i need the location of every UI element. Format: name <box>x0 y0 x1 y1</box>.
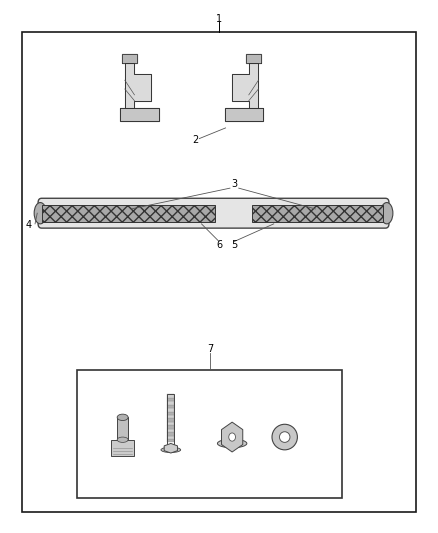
Bar <box>77 370 342 498</box>
Polygon shape <box>122 54 137 62</box>
Polygon shape <box>222 422 243 452</box>
Bar <box>167 435 174 439</box>
Bar <box>167 394 174 445</box>
Text: 1: 1 <box>216 14 222 23</box>
Ellipse shape <box>272 424 297 450</box>
Text: 2: 2 <box>192 135 198 144</box>
Polygon shape <box>225 108 263 121</box>
Text: 6: 6 <box>216 240 222 250</box>
Ellipse shape <box>34 203 46 224</box>
Bar <box>167 418 174 422</box>
Bar <box>167 429 174 432</box>
Bar <box>167 411 174 415</box>
Bar <box>167 394 174 398</box>
Ellipse shape <box>117 437 128 442</box>
Text: 7: 7 <box>207 344 213 354</box>
Bar <box>167 405 174 408</box>
Bar <box>42 205 215 222</box>
Bar <box>167 439 174 442</box>
Text: 3: 3 <box>231 179 237 189</box>
Ellipse shape <box>117 414 128 421</box>
Ellipse shape <box>217 439 247 448</box>
Ellipse shape <box>279 432 290 442</box>
Polygon shape <box>232 62 258 108</box>
Bar <box>167 408 174 411</box>
Bar <box>111 440 134 456</box>
Bar <box>167 398 174 401</box>
Ellipse shape <box>161 447 180 453</box>
Polygon shape <box>125 62 151 108</box>
Bar <box>252 205 383 222</box>
Bar <box>167 422 174 425</box>
Bar <box>167 415 174 418</box>
Bar <box>117 417 128 440</box>
Text: 4: 4 <box>25 220 32 230</box>
Text: 5: 5 <box>231 240 237 250</box>
Bar <box>167 401 174 405</box>
Bar <box>167 425 174 429</box>
Polygon shape <box>246 54 261 62</box>
Ellipse shape <box>381 203 393 224</box>
Polygon shape <box>164 443 177 453</box>
Ellipse shape <box>229 433 236 441</box>
FancyBboxPatch shape <box>38 198 389 228</box>
Polygon shape <box>120 108 159 121</box>
Bar <box>167 432 174 435</box>
